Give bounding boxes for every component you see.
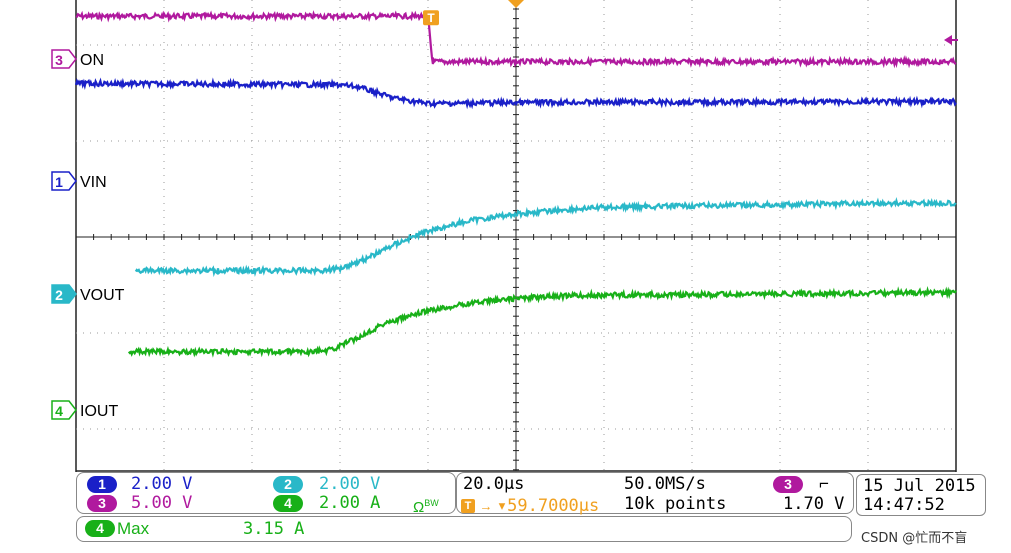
ch3-badge[interactable]: 3 [87, 495, 117, 512]
channel-marker-on[interactable]: 3 ON [51, 49, 104, 69]
record-length: 10k points [624, 494, 727, 514]
ch2-badge[interactable]: 2 [273, 476, 303, 493]
ch4-scale: 2.00 A [319, 493, 381, 513]
sample-rate: 50.0MS/s [624, 474, 706, 494]
time: 14:47:52 [863, 495, 945, 515]
ch4-waveform [127, 285, 957, 358]
watermark: CSDN @忙而不盲 [861, 531, 968, 546]
waveform-traces: T [74, 10, 957, 358]
channel-label-iout: IOUT [80, 403, 118, 420]
channel-marker-iout[interactable]: 4 IOUT [51, 400, 118, 420]
measurement-name: Max [117, 519, 150, 538]
trigger-point-label: T [427, 11, 435, 25]
vertical-settings-bar: 1 2.00 V 2 2.00 V 3 5.00 V 4 2.00 A ΩBW [76, 472, 456, 516]
measurement-bar: 4 Max 3.15 A [76, 516, 852, 542]
trigger-source-badge[interactable]: 3 [773, 476, 803, 493]
oscilloscope-display: T 3 ON 1 VIN 2 VOUT 4 IOUT [51, 0, 958, 472]
horizontal-scale[interactable]: 20.0µs [463, 474, 525, 494]
trigger-position-marker[interactable] [508, 0, 524, 8]
trigger-point-marker: T [423, 10, 439, 26]
ch4-impedance-icon: ΩBW [413, 498, 439, 516]
ch1-badge[interactable]: 1 [87, 476, 117, 493]
measurement-channel-badge[interactable]: 4 [85, 520, 115, 537]
channel-marker-vin[interactable]: 1 VIN [51, 171, 107, 191]
ch4-badge[interactable]: 4 [273, 495, 303, 512]
channel-label-vin: VIN [80, 174, 107, 191]
ch3-waveform [75, 10, 957, 69]
ch2-waveform [134, 197, 957, 278]
ch1-scale: 2.00 V [131, 474, 193, 494]
channel-label-vout: VOUT [80, 287, 125, 304]
ch1-waveform [74, 77, 957, 110]
trigger-icon: T [461, 499, 475, 513]
channel-label-on: ON [80, 52, 104, 69]
channel-marker-vout[interactable]: 2 VOUT [51, 284, 125, 304]
channel-markers: 3 ON 1 VIN 2 VOUT 4 IOUT [51, 49, 125, 420]
channel-marker-number: 3 [55, 52, 63, 68]
date: 15 Jul 2015 [863, 476, 976, 496]
datetime-box: 15 Jul 2015 14:47:52 [856, 474, 986, 516]
trigger-level-arrow[interactable] [944, 35, 958, 45]
bandwidth-limit-indicator: BW [424, 498, 439, 508]
measurement-value: 3.15 A [243, 519, 305, 539]
channel-marker-number: 2 [55, 287, 63, 303]
ch2-scale: 2.00 V [319, 474, 381, 494]
arrow-right-icon: → [479, 498, 493, 514]
graticule [75, 0, 957, 472]
timebase-trigger-bar: 20.0µs 50.0MS/s T → ▾59.7000µs 10k point… [456, 472, 854, 516]
trigger-position-readout[interactable]: T → ▾59.7000µs [461, 496, 599, 516]
channel-marker-number: 4 [55, 403, 63, 419]
channel-marker-number: 1 [55, 174, 63, 190]
trigger-delay: ▾59.7000µs [496, 496, 600, 516]
trigger-level[interactable]: 1.70 V [783, 494, 845, 514]
ch3-scale: 5.00 V [131, 493, 193, 513]
falling-edge-icon: ⌐ [819, 474, 829, 493]
